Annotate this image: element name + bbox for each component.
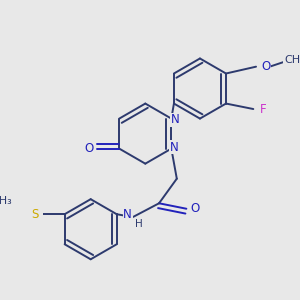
Text: CH₃: CH₃ bbox=[0, 196, 12, 206]
Text: F: F bbox=[260, 103, 266, 116]
Text: S: S bbox=[31, 208, 38, 221]
Text: O: O bbox=[85, 142, 94, 155]
Text: H: H bbox=[135, 219, 142, 229]
Text: O: O bbox=[190, 202, 199, 215]
Text: O: O bbox=[261, 60, 270, 73]
Text: N: N bbox=[123, 208, 132, 221]
Text: N: N bbox=[171, 113, 180, 126]
Text: CH₃: CH₃ bbox=[284, 55, 300, 65]
Text: N: N bbox=[170, 141, 178, 154]
